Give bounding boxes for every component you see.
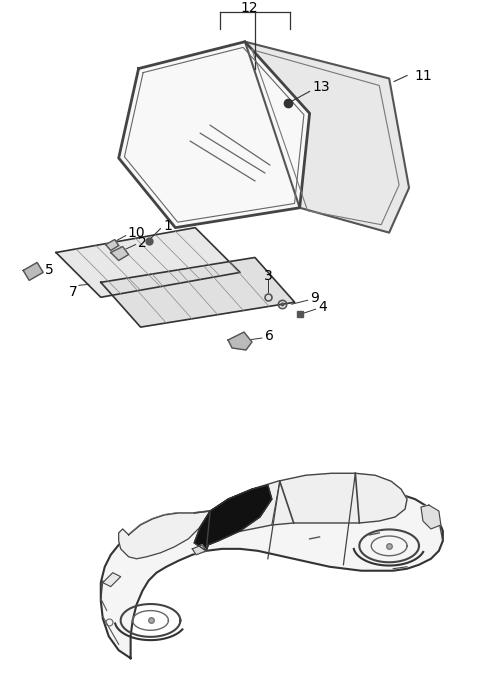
- Polygon shape: [56, 228, 240, 297]
- Polygon shape: [421, 505, 441, 529]
- Text: 7: 7: [69, 285, 78, 299]
- Polygon shape: [194, 485, 272, 551]
- Polygon shape: [206, 473, 407, 551]
- Text: 9: 9: [311, 291, 320, 305]
- Text: 3: 3: [264, 269, 273, 283]
- Polygon shape: [245, 42, 409, 232]
- Text: 12: 12: [240, 1, 258, 15]
- Text: 11: 11: [414, 68, 432, 82]
- Polygon shape: [192, 545, 206, 555]
- Polygon shape: [101, 258, 295, 327]
- Polygon shape: [111, 246, 129, 260]
- Text: 10: 10: [128, 225, 145, 239]
- Polygon shape: [101, 491, 443, 658]
- Text: 13: 13: [312, 80, 330, 94]
- Text: 6: 6: [265, 329, 274, 343]
- Text: 4: 4: [319, 300, 327, 314]
- Polygon shape: [23, 262, 43, 281]
- Text: 1: 1: [163, 218, 172, 232]
- Polygon shape: [106, 239, 119, 251]
- Text: 2: 2: [138, 235, 146, 250]
- Polygon shape: [228, 332, 252, 350]
- Text: 5: 5: [45, 263, 54, 277]
- Polygon shape: [119, 42, 310, 228]
- Polygon shape: [119, 511, 210, 559]
- Polygon shape: [103, 572, 120, 586]
